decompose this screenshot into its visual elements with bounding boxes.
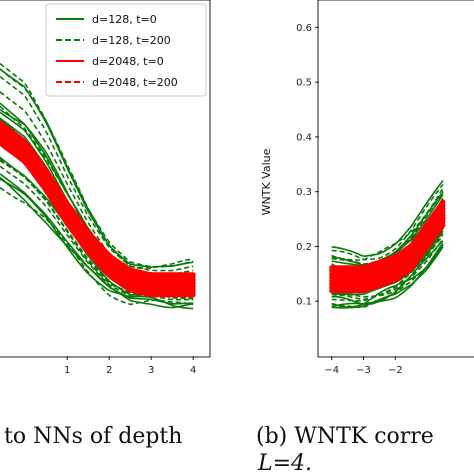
right-plot-green-trace-12: [331, 183, 444, 261]
left-plot-x-ticks: 1 2 3 4: [64, 356, 196, 376]
right-plot-y-tick-label-1: 0.1: [296, 297, 312, 308]
legend-entry-2: d=128, t=200: [56, 34, 171, 47]
right-plot-green-trace-18: [331, 232, 444, 298]
legend-label-4: d=2048, t=200: [92, 76, 178, 89]
right-plot-ticks: −4 −3 −2 0.1 0.2 0.3 0.4 0.5 0.6: [296, 23, 403, 376]
right-plot-x-tick-label-1: −4: [324, 365, 339, 376]
legend-label-2: d=128, t=200: [92, 34, 171, 47]
left-plot-x-tick-label-2: 2: [106, 365, 112, 376]
caption-right: (b) WNTK corre: [256, 424, 434, 449]
legend-entry-4: d=2048, t=200: [56, 76, 178, 89]
legend-entry-3: d=2048, t=0: [56, 55, 164, 68]
legend: d=128, t=0 d=128, t=200 d=2048, t=0 d=20…: [45, 3, 207, 97]
caption-left: to NNs of depth: [4, 424, 182, 449]
legend-box: [45, 3, 207, 97]
right-plot-y-tick-label-3: 0.3: [296, 187, 312, 198]
right-plot-y-label: WNTK Value: [260, 148, 273, 215]
right-plot-green-trace-23: [331, 194, 444, 267]
left-plot-x-tick-label-1: 1: [64, 365, 70, 376]
right-plot-green-trace-21: [331, 242, 444, 308]
left-plot-red-trace-8: [0, 120, 196, 278]
left-plot-green-trace-10: [0, 165, 194, 301]
right-plot-green-trace-9: [331, 180, 444, 258]
left-plot-green-trace-26: [0, 68, 194, 269]
right-plot-traces: [329, 180, 446, 309]
right-plot-y-tick-label-6: 0.6: [296, 23, 312, 34]
legend-label-1: d=128, t=0: [92, 13, 157, 26]
right-plot-green-trace-25: [331, 240, 444, 306]
left-plot-traces: [0, 62, 196, 310]
left-plot-x-tick-label-3: 3: [148, 365, 154, 376]
right-plot-axes: [317, 0, 474, 358]
right-plot-y-tick-label-4: 0.4: [296, 132, 312, 143]
right-plot: WNTK Value −4 −3 −2 0.1 0.2 0.3 0.4 0.5 0.6: [260, 0, 474, 376]
left-plot: 1 2 3 4 d=128, t=0 d=128, t=200 d=2048, t=0…: [0, 0, 211, 376]
right-plot-red-trace-8: [329, 199, 446, 271]
left-plot-green-trace-16: [0, 75, 194, 272]
captions: to NNs of depth (b) WNTK corre L=4.: [4, 424, 434, 474]
legend-label-3: d=2048, t=0: [92, 55, 164, 68]
right-plot-y-tick-label-5: 0.5: [296, 78, 312, 89]
left-plot-x-tick-label-4: 4: [190, 365, 196, 376]
legend-entry-1: d=128, t=0: [56, 13, 157, 26]
right-plot-green-trace-14: [331, 187, 444, 261]
right-plot-x-tick-label-3: −2: [388, 365, 403, 376]
caption-right-line2: L=4.: [257, 451, 312, 474]
left-plot-green-trace-15: [0, 178, 194, 310]
right-plot-y-tick-label-2: 0.2: [296, 242, 312, 253]
right-plot-x-tick-label-2: −3: [356, 365, 371, 376]
